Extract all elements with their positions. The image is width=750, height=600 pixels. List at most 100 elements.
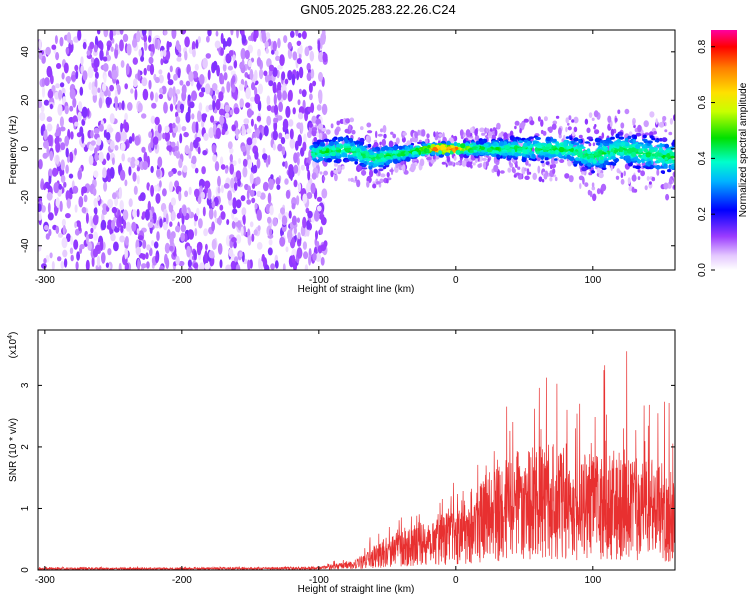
halo-blob <box>485 128 490 132</box>
signal-blob <box>665 160 670 164</box>
noise-blob <box>103 75 107 84</box>
halo-blob <box>640 170 645 177</box>
noise-blob <box>174 145 179 151</box>
noise-blob <box>49 103 54 110</box>
noise-blob <box>130 88 134 94</box>
noise-blob <box>278 101 283 113</box>
signal-blob <box>670 155 675 159</box>
noise-blob <box>64 105 69 115</box>
noise-blob <box>219 156 224 166</box>
halo-blob <box>596 167 601 174</box>
noise-blob <box>75 261 79 270</box>
noise-blob <box>49 150 54 161</box>
signal-blob <box>600 155 604 160</box>
colorbar-tick-label: 0.0 <box>697 263 708 277</box>
signal-blob <box>657 152 662 157</box>
noise-blob <box>107 248 112 256</box>
noise-blob <box>243 118 250 125</box>
noise-blob <box>256 115 262 122</box>
signal-blob <box>385 160 391 166</box>
signal-blob <box>369 154 374 158</box>
noise-blob <box>172 122 176 129</box>
signal-blob <box>459 153 464 158</box>
noise-blob <box>175 89 181 95</box>
noise-blob <box>264 74 269 83</box>
halo-blob <box>586 127 591 134</box>
noise-blob <box>188 71 194 82</box>
noise-blob <box>296 58 302 65</box>
noise-blob <box>299 44 303 55</box>
noise-blob <box>246 199 252 205</box>
noise-blob <box>255 176 261 185</box>
noise-blob <box>69 105 74 112</box>
halo-blob <box>379 141 382 146</box>
noise-blob <box>285 105 291 118</box>
noise-blob <box>163 30 168 36</box>
noise-blob <box>170 197 176 206</box>
noise-blob <box>230 177 235 189</box>
halo-blob <box>459 129 464 137</box>
signal-blob <box>642 134 647 139</box>
signal-blob <box>335 144 341 149</box>
noise-blob <box>289 138 296 149</box>
signal-blob <box>544 157 549 161</box>
colorbar-tick-label: 0.2 <box>697 207 708 221</box>
noise-blob <box>150 91 154 101</box>
noise-blob <box>103 63 109 72</box>
signal-blob <box>354 141 360 145</box>
noise-blob <box>301 30 307 40</box>
noise-blob <box>159 87 163 94</box>
halo-blob <box>435 131 439 139</box>
noise-blob <box>273 117 279 124</box>
noise-blob <box>158 93 164 100</box>
noise-blob <box>307 169 311 181</box>
noise-blob <box>146 64 151 72</box>
noise-blob <box>191 41 196 52</box>
noise-blob <box>38 159 43 170</box>
signal-blob <box>405 156 411 162</box>
signal-blob <box>614 159 618 164</box>
signal-blob <box>378 164 385 168</box>
noise-blob <box>242 158 248 168</box>
noise-blob <box>205 243 208 251</box>
signal-blob <box>349 137 354 143</box>
signal-blob <box>658 147 663 152</box>
noise-blob <box>132 57 138 65</box>
noise-blob <box>47 202 51 214</box>
noise-blob <box>38 100 43 109</box>
noise-blob <box>204 262 211 270</box>
signal-blob <box>645 153 651 158</box>
signal-blob <box>319 143 325 147</box>
halo-blob <box>565 126 568 133</box>
noise-blob <box>213 209 217 219</box>
snr-frame <box>37 329 676 571</box>
halo-blob <box>483 161 487 170</box>
noise-blob <box>60 260 65 269</box>
noise-blob <box>141 77 148 87</box>
halo-blob <box>325 129 331 135</box>
noise-blob <box>249 189 255 197</box>
noise-blob <box>180 224 187 233</box>
halo-blob <box>550 157 555 165</box>
noise-blob <box>41 77 46 88</box>
halo-blob <box>578 134 583 139</box>
noise-blob <box>132 171 137 182</box>
signal-blob <box>432 146 438 151</box>
halo-blob <box>617 109 621 115</box>
noise-blob <box>119 169 126 181</box>
noise-blob <box>91 256 95 268</box>
noise-blob <box>176 106 181 113</box>
halo-blob <box>588 112 593 118</box>
halo-blob <box>493 156 497 164</box>
signal-blob <box>442 149 447 153</box>
noise-blob <box>273 93 277 106</box>
noise-blob <box>293 226 297 235</box>
signal-blob <box>417 141 422 145</box>
noise-blob <box>109 167 115 179</box>
noise-blob <box>170 141 176 148</box>
noise-blob <box>238 158 242 164</box>
signal-blob <box>337 158 342 163</box>
signal-blob <box>627 135 632 140</box>
noise-blob <box>151 240 155 246</box>
noise-blob <box>304 264 309 270</box>
